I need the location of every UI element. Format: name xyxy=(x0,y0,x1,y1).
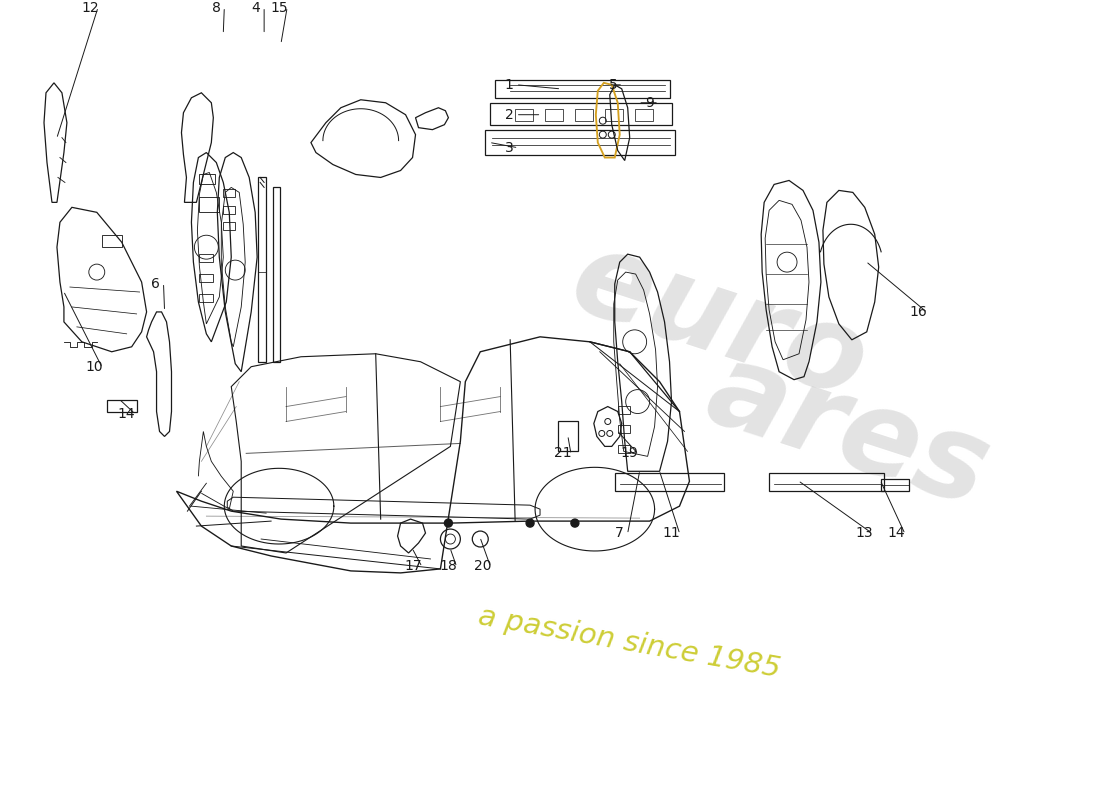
Bar xyxy=(223,190,235,198)
Bar xyxy=(199,294,213,302)
Bar xyxy=(575,109,593,121)
Text: 3: 3 xyxy=(505,141,514,154)
Text: 13: 13 xyxy=(855,526,872,540)
Text: 15: 15 xyxy=(271,1,288,15)
Bar xyxy=(199,274,213,282)
Text: 11: 11 xyxy=(662,526,681,540)
Text: 10: 10 xyxy=(85,360,102,374)
Text: 7: 7 xyxy=(615,526,624,540)
Text: 1: 1 xyxy=(505,78,514,92)
Text: 21: 21 xyxy=(554,446,572,460)
Bar xyxy=(273,187,280,362)
Text: 4: 4 xyxy=(252,1,261,15)
Text: 12: 12 xyxy=(81,1,99,15)
Bar xyxy=(199,198,219,212)
Circle shape xyxy=(444,519,452,527)
Circle shape xyxy=(571,519,579,527)
Text: 19: 19 xyxy=(620,446,639,460)
Bar xyxy=(107,399,136,411)
Bar xyxy=(515,109,534,121)
Bar xyxy=(258,178,266,362)
Text: a passion since 1985: a passion since 1985 xyxy=(476,602,783,683)
Text: 5: 5 xyxy=(609,78,618,92)
Bar xyxy=(618,406,629,414)
Bar xyxy=(199,254,213,262)
Bar xyxy=(102,235,122,247)
Bar xyxy=(618,426,629,434)
Text: euro: euro xyxy=(558,220,881,423)
Text: 17: 17 xyxy=(405,559,422,573)
Bar xyxy=(495,80,670,98)
Text: 14: 14 xyxy=(118,406,135,421)
Text: 18: 18 xyxy=(440,559,458,573)
Text: 20: 20 xyxy=(473,559,491,573)
Bar xyxy=(881,479,909,491)
Bar xyxy=(223,222,235,230)
Bar xyxy=(618,446,629,454)
Bar xyxy=(223,206,235,214)
Bar xyxy=(635,109,652,121)
Text: 8: 8 xyxy=(212,1,221,15)
Text: ares: ares xyxy=(694,332,1003,530)
Bar xyxy=(615,474,724,491)
Bar xyxy=(605,109,623,121)
Bar xyxy=(544,109,563,121)
Text: 2: 2 xyxy=(505,108,514,122)
Bar xyxy=(558,422,578,451)
Text: 14: 14 xyxy=(888,526,905,540)
Text: 9: 9 xyxy=(646,96,654,110)
Bar xyxy=(769,474,883,491)
Bar xyxy=(491,102,671,125)
Bar xyxy=(485,130,674,154)
Text: 16: 16 xyxy=(910,305,927,319)
Bar xyxy=(199,174,216,185)
Circle shape xyxy=(526,519,535,527)
Text: 6: 6 xyxy=(151,277,160,291)
